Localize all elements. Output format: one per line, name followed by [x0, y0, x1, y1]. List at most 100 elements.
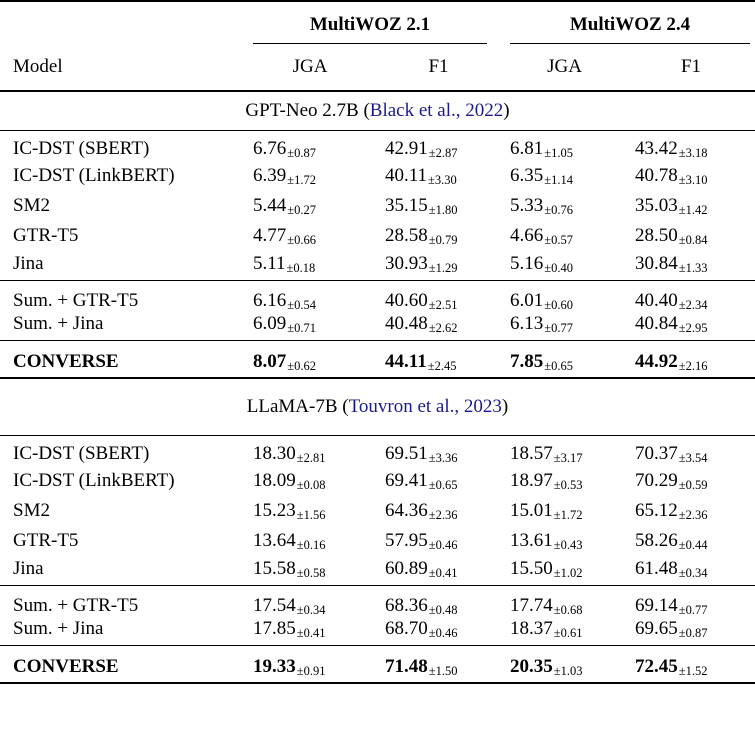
- value-cell: 40.40±2.34: [627, 281, 755, 311]
- model-cell: Sum. + GTR-T5: [13, 594, 139, 616]
- metric-stddev: ±3.10: [678, 173, 708, 187]
- metric-value: 40.84: [635, 313, 678, 335]
- section-title-suffix: ): [503, 100, 510, 121]
- value-cell: 6.76±0.87: [245, 131, 375, 161]
- section-1-rows-converse: CONVERSE 8.07±0.62 44.11±2.45 7.85±0.65 44.9…: [0, 340, 755, 379]
- metric-value: 13.61: [510, 530, 553, 551]
- value-cell: 68.36±0.48: [375, 586, 502, 616]
- section-2-rows-main: IC-DST (SBERT) 18.30±2.81 69.51±3.36 18.57±…: [0, 435, 755, 586]
- group-header-spacer: [0, 1, 245, 44]
- value-cell: 17.85±0.41: [245, 616, 375, 646]
- subheader-row: Model JGA F1 JGA F1: [0, 44, 755, 91]
- value-cell: 40.48±2.62: [375, 311, 502, 341]
- value-cell: 69.14±0.77: [627, 586, 755, 616]
- section-2-rows-converse: CONVERSE 19.33±0.91 71.48±1.50 20.35±1.03 72…: [0, 645, 755, 684]
- metric-value: 4.77: [253, 225, 287, 246]
- metric-value: 57.95: [385, 530, 428, 551]
- value-cell: 6.39±1.72: [245, 161, 375, 191]
- value-cell: 15.23±1.56: [245, 496, 375, 526]
- metric-value: 69.14: [635, 594, 678, 616]
- metric-stddev: ±0.40: [544, 261, 573, 276]
- value-cell: 44.92±2.16: [627, 341, 755, 379]
- section-title: GPT-Neo 2.7B (Black et al., 2022): [0, 91, 755, 131]
- metric-stddev: ±1.14: [544, 173, 573, 187]
- section-title-row: LLaMA-7B (Touvron et al., 2023): [0, 378, 755, 436]
- value-cell: 17.74±0.68: [502, 586, 627, 616]
- metric-value: 18.09: [253, 470, 296, 491]
- metric-value: 44.92: [635, 351, 678, 372]
- metric-stddev: ±0.62: [287, 359, 316, 373]
- metric-stddev: ±2.36: [428, 508, 458, 522]
- value-cell: 18.37±0.61: [502, 616, 627, 646]
- metric-stddev: ±0.66: [287, 233, 316, 247]
- value-cell: 18.09±0.08: [245, 466, 375, 496]
- value-cell: 40.84±2.95: [627, 311, 755, 341]
- section-title: LLaMA-7B (Touvron et al., 2023): [0, 378, 755, 436]
- value-cell: 71.48±1.50: [375, 646, 502, 684]
- value-cell: 6.13±0.77: [502, 311, 627, 341]
- table-row: SM2 5.44±0.27 35.15±1.80 5.33±0.76 35.03±1.4…: [0, 191, 755, 221]
- metric-stddev: ±1.42: [678, 203, 708, 217]
- metric-value: 71.48: [385, 656, 428, 677]
- value-cell: 6.09±0.71: [245, 311, 375, 341]
- metric-value: 35.03: [635, 195, 678, 216]
- metric-stddev: ±0.18: [286, 261, 316, 276]
- metric-stddev: ±0.87: [287, 145, 316, 160]
- metric-value: 17.74: [510, 594, 553, 616]
- metric-stddev: ±0.65: [428, 478, 458, 492]
- metric-stddev: ±2.95: [678, 321, 708, 336]
- value-cell: 7.85±0.65: [502, 341, 627, 379]
- metric-value: 6.39: [253, 165, 287, 186]
- value-cell: 5.11±0.18: [245, 251, 375, 281]
- value-cell: 4.77±0.66: [245, 221, 375, 251]
- model-cell: IC-DST (LinkBERT): [13, 470, 175, 491]
- model-cell: SM2: [13, 195, 50, 216]
- metric-stddev: ±0.58: [296, 566, 326, 581]
- metric-stddev: ±1.33: [678, 261, 708, 276]
- metric-value: 5.16: [510, 253, 544, 275]
- metric-value: 69.41: [385, 470, 428, 491]
- model-cell: Sum. + Jina: [13, 313, 104, 335]
- model-cell: CONVERSE: [13, 351, 119, 372]
- metric-stddev: ±0.44: [678, 538, 708, 552]
- metric-value: 6.01: [510, 289, 544, 311]
- metric-stddev: ±0.77: [544, 321, 573, 336]
- value-cell: 28.58±0.79: [375, 221, 502, 251]
- cmidrule-multiwoz24: MultiWOZ 2.4: [510, 14, 750, 44]
- metric-stddev: ±1.02: [553, 566, 583, 581]
- table-row: GTR-T5 4.77±0.66 28.58±0.79 4.66±0.57 28.50±…: [0, 221, 755, 251]
- value-cell: 70.37±3.54: [627, 436, 755, 466]
- metric-stddev: ±0.60: [544, 297, 573, 312]
- table-row: Sum. + Jina 6.09±0.71 40.48±2.62 6.13±0.77 4…: [0, 311, 755, 341]
- metric-stddev: ±0.08: [296, 478, 326, 492]
- value-cell: 69.41±0.65: [375, 466, 502, 496]
- value-cell: 6.81±1.05: [502, 131, 627, 161]
- cmidrule-multiwoz21: MultiWOZ 2.1: [253, 14, 487, 44]
- metric-value: 40.60: [385, 289, 428, 311]
- metric-value: 60.89: [385, 558, 428, 580]
- value-cell: 58.26±0.44: [627, 526, 755, 556]
- metric-value: 18.97: [510, 470, 553, 491]
- metric-stddev: ±0.53: [553, 478, 583, 492]
- section-1-rows-summary: Sum. + GTR-T5 6.16±0.54 40.60±2.51 6.01±0.6…: [0, 280, 755, 341]
- metric-value: 35.15: [385, 195, 428, 216]
- value-cell: 43.42±3.18: [627, 131, 755, 161]
- citation-link[interactable]: Touvron et al., 2023: [348, 396, 502, 417]
- metric-stddev: ±0.16: [296, 538, 326, 552]
- value-cell: 28.50±0.84: [627, 221, 755, 251]
- metric-value: 19.33: [253, 656, 296, 677]
- metric-value: 40.78: [635, 165, 678, 186]
- citation-link[interactable]: Black et al., 2022: [369, 100, 504, 121]
- metric-stddev: ±0.34: [678, 566, 708, 581]
- model-column-header: Model: [13, 56, 63, 77]
- metric-value: 30.84: [635, 253, 678, 275]
- metric-stddev: ±0.91: [296, 664, 326, 678]
- metric-stddev: ±0.71: [287, 321, 316, 336]
- value-cell: 68.70±0.46: [375, 616, 502, 646]
- value-cell: 18.57±3.17: [502, 436, 627, 466]
- model-cell: SM2: [13, 500, 50, 521]
- table-row: IC-DST (LinkBERT) 18.09±0.08 69.41±0.65 18.…: [0, 466, 755, 496]
- value-cell: 69.51±3.36: [375, 436, 502, 466]
- metric-stddev: ±3.30: [428, 173, 457, 187]
